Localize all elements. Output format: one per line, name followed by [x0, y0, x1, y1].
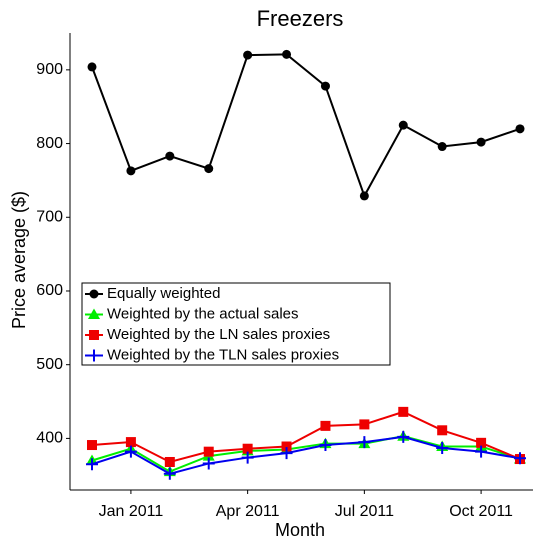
point	[204, 164, 214, 174]
point	[126, 166, 136, 176]
point	[203, 446, 214, 457]
y-tick-label: 800	[36, 135, 63, 152]
point	[514, 452, 526, 465]
point	[281, 441, 292, 452]
point	[163, 467, 176, 480]
y-tick-label: 600	[36, 282, 63, 299]
point	[320, 81, 330, 91]
point	[319, 439, 332, 452]
x-tick-label: Jan 2011	[99, 503, 164, 520]
point	[87, 62, 97, 72]
series-line	[91, 410, 521, 464]
point	[242, 443, 253, 454]
point	[359, 419, 370, 430]
point	[280, 447, 293, 460]
point	[243, 50, 253, 60]
legend-label: Weighted by the LN sales proxies	[107, 326, 330, 343]
legend-label: Weighted by the actual sales	[107, 305, 299, 322]
point	[125, 437, 136, 448]
point	[398, 120, 408, 130]
point	[476, 137, 486, 147]
point	[89, 330, 99, 340]
x-tick-label: Jul 2011	[335, 503, 394, 520]
point	[282, 49, 292, 59]
y-tick-label: 900	[36, 61, 63, 78]
point	[165, 151, 175, 161]
x-axis-label: Month	[275, 520, 325, 540]
point	[202, 457, 215, 470]
point	[437, 425, 448, 436]
point	[359, 191, 369, 201]
point	[86, 458, 98, 471]
point	[164, 456, 175, 467]
point	[241, 451, 254, 464]
point	[398, 406, 409, 417]
point	[358, 436, 371, 449]
x-tick-label: Apr 2011	[216, 503, 280, 520]
x-tick-label: Oct 2011	[449, 503, 513, 520]
chart-title: Freezers	[257, 6, 344, 31]
point	[436, 441, 449, 454]
legend-label: Equally weighted	[107, 285, 220, 302]
y-tick-label: 400	[36, 430, 63, 447]
legend-label: Weighted by the TLN sales proxies	[107, 346, 339, 363]
series-line	[91, 435, 521, 473]
point	[320, 420, 331, 431]
series-line	[91, 435, 521, 475]
point	[437, 142, 447, 152]
point	[397, 430, 410, 443]
point	[476, 437, 487, 448]
point	[124, 445, 137, 458]
legend: Equally weighted Weighted by the actual s…	[81, 282, 391, 366]
point	[88, 349, 100, 362]
y-tick-label: 700	[36, 208, 63, 225]
legend-box	[81, 282, 391, 366]
y-axis-label: Price average ($)	[9, 191, 29, 329]
y-tick-label: 500	[36, 356, 63, 373]
point	[515, 124, 525, 134]
point	[475, 445, 488, 458]
point	[89, 289, 99, 299]
point	[87, 440, 97, 451]
point	[88, 308, 100, 319]
series-line	[91, 53, 521, 199]
